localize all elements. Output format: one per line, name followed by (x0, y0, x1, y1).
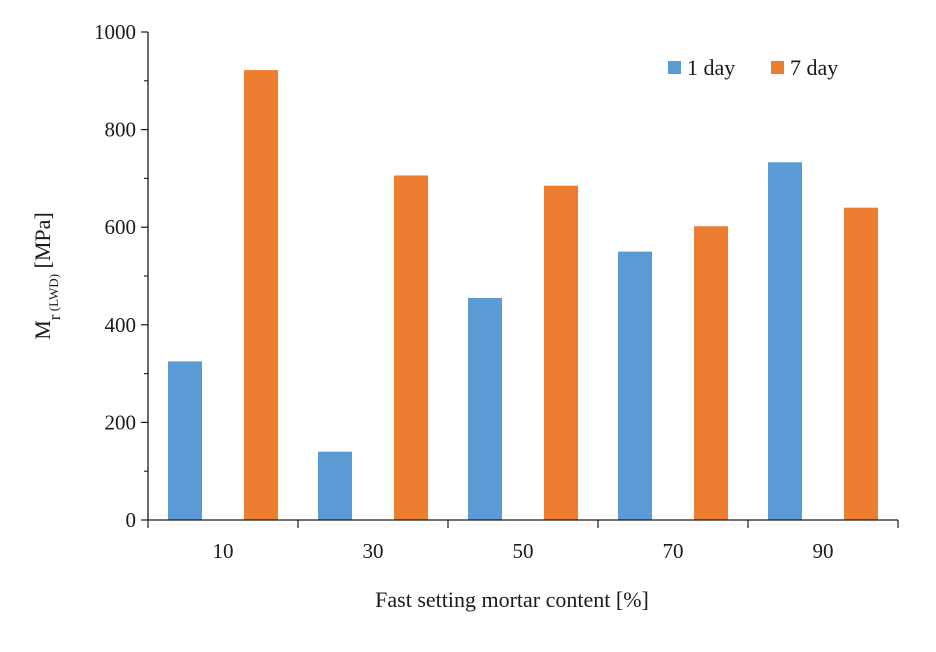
x-tick-label: 70 (663, 539, 684, 563)
bars-group (168, 70, 878, 521)
y-tick-label: 400 (105, 313, 137, 337)
y-tick-label: 200 (105, 410, 137, 434)
y-axis-title-main: M (30, 320, 55, 340)
bar-1-day-70 (618, 251, 652, 520)
y-tick-label: 1000 (94, 20, 136, 44)
y-axis-title: Mr (LWD) [MPa] (30, 212, 64, 340)
y-tick-label: 0 (126, 508, 137, 532)
x-tick-label: 10 (213, 539, 234, 563)
x-tick-label: 50 (513, 539, 534, 563)
bar-7-day-10 (244, 70, 278, 521)
bar-7-day-90 (844, 207, 878, 520)
legend-label-1-day: 1 day (687, 55, 735, 80)
y-axis-title-sub-r: r (45, 314, 64, 320)
bar-1-day-10 (168, 361, 202, 520)
y-axis-title-sub-lwd: (LWD) (46, 274, 61, 315)
bar-7-day-50 (544, 185, 578, 520)
legend-swatch-7-day (771, 61, 784, 74)
x-axis-title: Fast setting mortar content [%] (375, 587, 649, 612)
bar-1-day-90 (768, 162, 802, 520)
y-axis-title-unit: [MPa] (30, 212, 55, 274)
legend-label-7-day: 7 day (790, 55, 838, 80)
legend-swatch-1-day (668, 61, 681, 74)
bar-1-day-50 (468, 297, 502, 520)
y-tick-label: 800 (105, 118, 137, 142)
bar-7-day-70 (694, 226, 728, 520)
legend: 1 day 7 day (668, 55, 838, 80)
ticks-group: 0 200 400 600 800 1000 10 30 50 70 90 (94, 20, 899, 563)
bar-7-day-30 (394, 175, 428, 521)
bar-1-day-30 (318, 451, 352, 520)
x-tick-label: 30 (363, 539, 384, 563)
y-tick-label: 600 (105, 215, 137, 239)
x-tick-label: 90 (813, 539, 834, 563)
